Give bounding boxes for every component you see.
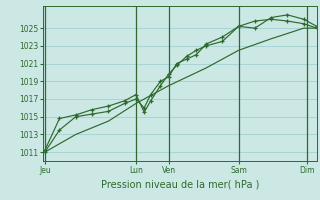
- X-axis label: Pression niveau de la mer( hPa ): Pression niveau de la mer( hPa ): [101, 179, 259, 189]
